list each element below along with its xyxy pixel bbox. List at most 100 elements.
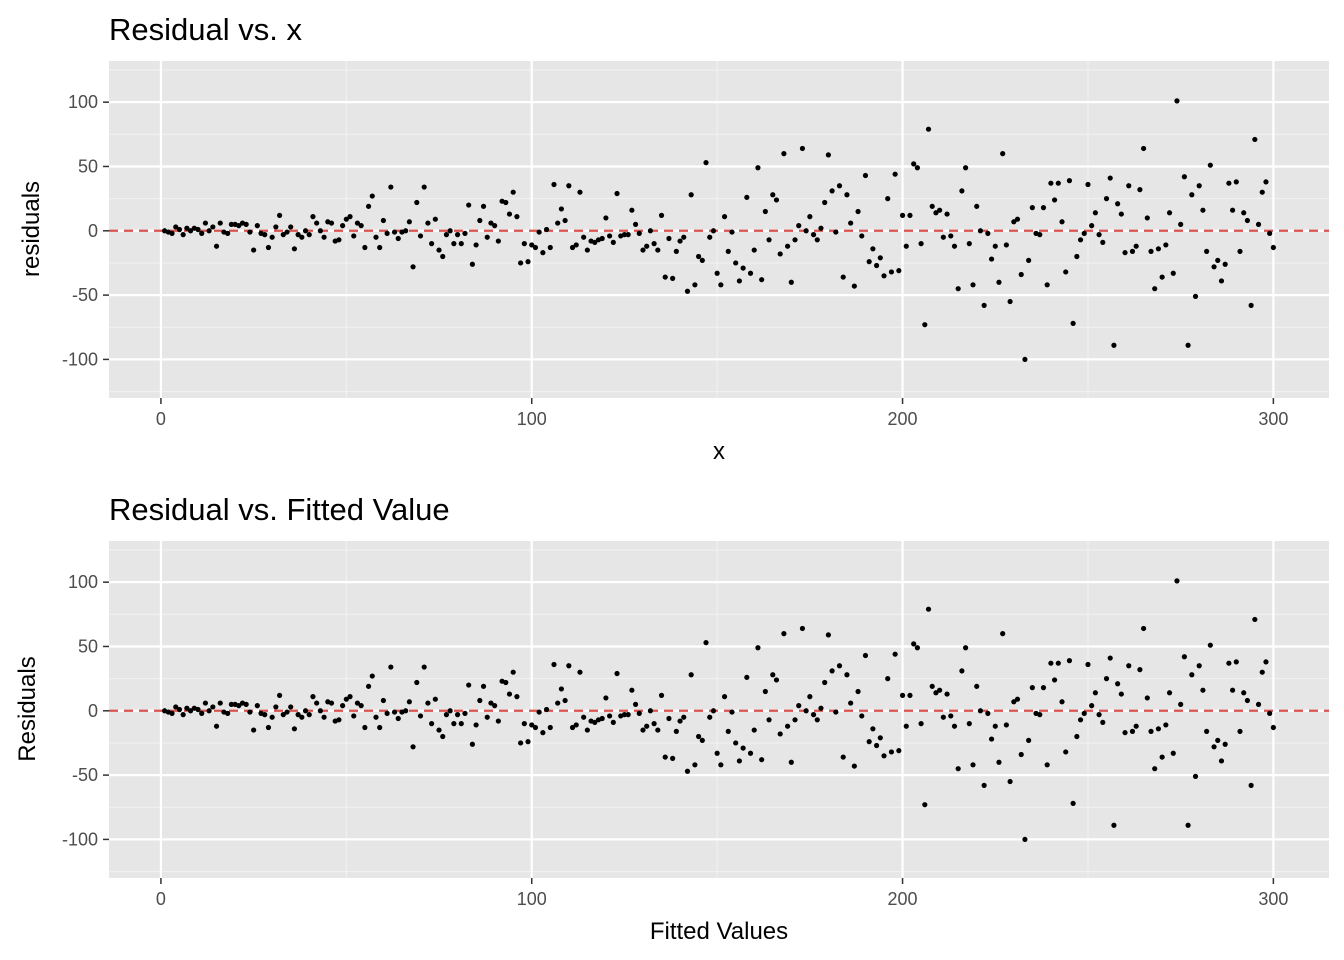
data-point (1077, 717, 1084, 723)
data-point (1244, 217, 1251, 224)
data-point (677, 238, 683, 244)
data-point (562, 697, 568, 704)
data-point (480, 683, 487, 689)
data-point (262, 712, 268, 718)
data-point (985, 710, 991, 716)
data-point (603, 695, 609, 701)
data-point (922, 322, 928, 328)
data-point (1044, 762, 1050, 768)
data-point (184, 705, 190, 711)
data-point (503, 199, 509, 206)
data-point (1215, 737, 1221, 743)
data-point (440, 733, 446, 740)
data-point (488, 220, 494, 226)
y-tick-label: -50 (72, 285, 98, 305)
data-point (636, 230, 642, 236)
data-point (1063, 269, 1069, 275)
data-point (525, 259, 531, 265)
data-point (247, 229, 253, 235)
data-point (495, 238, 501, 244)
data-point (736, 278, 742, 284)
data-point (1003, 242, 1009, 248)
data-point (922, 802, 928, 808)
data-point (1152, 766, 1158, 772)
data-point (1252, 616, 1258, 623)
data-point (592, 719, 598, 725)
data-point (228, 221, 234, 227)
data-point (903, 243, 909, 249)
data-point (510, 189, 516, 195)
data-point (807, 214, 813, 220)
data-point (696, 253, 702, 260)
data-point (436, 727, 442, 733)
data-point (573, 242, 579, 248)
data-point (666, 715, 672, 722)
data-point (655, 247, 661, 253)
data-point (1085, 181, 1091, 188)
x-tick-label: 100 (517, 409, 547, 429)
data-point (859, 713, 865, 719)
data-point (236, 703, 242, 709)
data-point (454, 232, 461, 238)
data-point (1181, 654, 1187, 660)
data-point (918, 721, 924, 727)
data-point (862, 172, 869, 179)
data-point (788, 279, 794, 285)
data-point (432, 216, 438, 222)
data-point (425, 220, 431, 226)
data-point (736, 758, 742, 764)
chart-residual-vs-fitted: Residual vs. Fitted Value -100-50050100 … (14, 492, 1329, 945)
data-point (536, 709, 542, 715)
data-point (944, 691, 950, 697)
data-point (369, 193, 375, 199)
data-point (414, 199, 420, 206)
data-point (1063, 749, 1069, 755)
data-point (1211, 744, 1217, 750)
data-point (966, 241, 972, 247)
data-point (866, 259, 872, 265)
data-point (247, 709, 253, 715)
data-point (992, 723, 998, 729)
data-point (933, 690, 939, 696)
data-point (710, 708, 717, 714)
data-point (477, 697, 483, 704)
data-point (981, 782, 987, 788)
data-point (1237, 728, 1243, 734)
data-point (1211, 264, 1217, 270)
data-point (644, 243, 650, 249)
data-point (714, 270, 720, 276)
data-point (1222, 261, 1228, 267)
data-point (733, 740, 739, 746)
data-point (810, 232, 817, 238)
data-point (773, 677, 780, 683)
data-point (925, 126, 932, 132)
data-point (1092, 210, 1098, 216)
data-point (899, 692, 906, 698)
data-point (833, 709, 839, 715)
data-point (213, 243, 220, 249)
data-point (796, 223, 802, 229)
data-point (944, 211, 950, 217)
data-point (810, 712, 817, 718)
data-point (243, 221, 249, 227)
data-point (699, 737, 705, 743)
data-point (974, 203, 980, 209)
data-point (1140, 145, 1147, 152)
x-tick-label: 100 (517, 889, 547, 909)
y-tick-label: 0 (88, 701, 98, 721)
y-tick-label: 50 (78, 156, 98, 176)
data-point (718, 762, 724, 768)
minor-grid (109, 541, 1329, 878)
data-point (236, 223, 242, 229)
data-point (1207, 162, 1213, 168)
data-point (302, 708, 309, 714)
data-point (547, 244, 553, 251)
data-point (555, 700, 561, 706)
y-axis-title: residuals (18, 181, 45, 277)
data-point (607, 713, 613, 719)
data-point (836, 663, 843, 669)
data-point (707, 714, 713, 720)
data-point (677, 718, 683, 724)
data-point (1122, 730, 1128, 736)
